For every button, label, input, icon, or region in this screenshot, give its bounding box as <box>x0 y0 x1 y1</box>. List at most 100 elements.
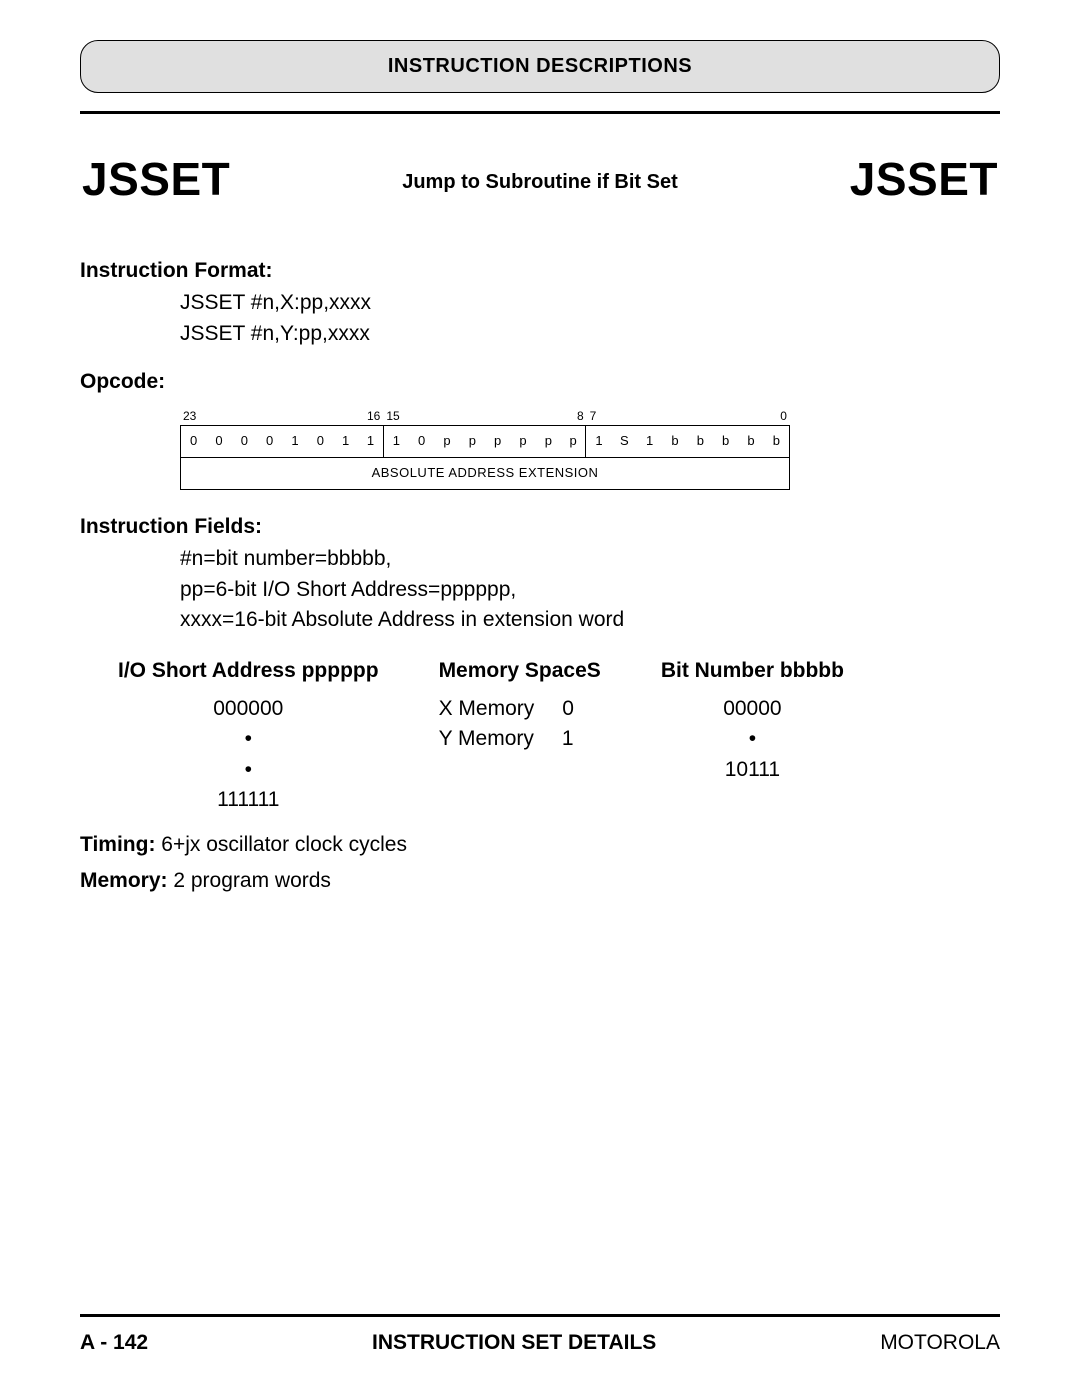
bitnum-values: 00000 • 10111 <box>661 694 844 785</box>
content: Instruction Format: JSSET #n,X:pp,xxxx J… <box>80 256 1000 897</box>
mem-row: X Memory 0 <box>439 694 601 724</box>
bit: 0 <box>181 426 206 457</box>
opcode-table: 0 0 0 0 1 0 1 1 1 0 p p p p p p 1 S 1 b <box>180 425 790 490</box>
bitpos <box>485 408 510 425</box>
bitpos <box>460 408 485 425</box>
bit: b <box>738 426 763 457</box>
instruction-subtitle: Jump to Subroutine if Bit Set <box>230 165 850 194</box>
io-value: 000000 <box>118 694 379 724</box>
fields-lines: #n=bit number=bbbbb, pp=6-bit I/O Short … <box>118 544 1000 635</box>
bitpos <box>307 408 332 425</box>
format-lines: JSSET #n,X:pp,xxxx JSSET #n,Y:pp,xxxx <box>118 288 1000 349</box>
bitpos: 15 <box>383 408 408 425</box>
bitnum-value: 10111 <box>661 755 844 785</box>
memory-text: 2 program words <box>168 869 331 892</box>
bitpos: 0 <box>765 408 790 425</box>
bit-number-col: Bit Number bbbbb 00000 • 10111 <box>661 656 844 816</box>
format-label: Instruction Format: <box>80 256 1000 286</box>
bitpos <box>739 408 764 425</box>
mnemonic-left: JSSET <box>82 152 230 206</box>
bitpos <box>205 408 230 425</box>
memory-row: Memory: 2 program words <box>80 866 1000 896</box>
tables-row: I/O Short Address pppppp 000000 • • 1111… <box>118 656 1000 816</box>
mem-val: 1 <box>562 724 574 754</box>
bit: b <box>688 426 713 457</box>
io-values: 000000 • • 111111 <box>118 694 379 816</box>
bit: 1 <box>358 426 383 457</box>
bitpos: 23 <box>180 408 205 425</box>
timing-label: Timing: <box>80 833 155 856</box>
mem-row: Y Memory 1 <box>439 724 601 754</box>
memory-label: Memory: <box>80 869 168 892</box>
io-header: I/O Short Address pppppp <box>118 656 379 686</box>
bit: 1 <box>333 426 358 457</box>
footer: A - 142 INSTRUCTION SET DETAILS MOTOROLA <box>80 1314 1000 1355</box>
bit: p <box>510 426 535 457</box>
bit: p <box>460 426 485 457</box>
field-line: #n=bit number=bbbbb, <box>180 544 1000 574</box>
header-box: INSTRUCTION DESCRIPTIONS <box>80 40 1000 93</box>
mem-val: 0 <box>562 694 574 724</box>
header-title: INSTRUCTION DESCRIPTIONS <box>388 55 692 77</box>
format-line: JSSET #n,X:pp,xxxx <box>180 288 1000 318</box>
bitpos <box>510 408 535 425</box>
footer-rule <box>80 1314 1000 1317</box>
bit: p <box>561 426 586 457</box>
bit: 0 <box>232 426 257 457</box>
bitnum-value: 00000 <box>661 694 844 724</box>
opcode-block: 23 16 15 8 7 0 0 <box>180 408 1000 490</box>
bitpos <box>612 408 637 425</box>
bit: b <box>713 426 738 457</box>
bit: 0 <box>409 426 434 457</box>
bit: 0 <box>308 426 333 457</box>
footer-right: MOTOROLA <box>880 1331 1000 1355</box>
mnemonic-right: JSSET <box>850 152 998 206</box>
bit: p <box>536 426 561 457</box>
footer-row: A - 142 INSTRUCTION SET DETAILS MOTOROLA <box>80 1331 1000 1355</box>
title-row: JSSET Jump to Subroutine if Bit Set JSSE… <box>80 152 1000 206</box>
bitpos <box>688 408 713 425</box>
bit: 0 <box>257 426 282 457</box>
memory-space-col: Memory SpaceS X Memory 0 Y Memory 1 <box>439 656 601 816</box>
bitnum-value: • <box>661 724 844 754</box>
field-line: xxxx=16-bit Absolute Address in extensio… <box>180 605 1000 635</box>
bitpos <box>663 408 688 425</box>
bit: 0 <box>206 426 231 457</box>
footer-center: INSTRUCTION SET DETAILS <box>372 1331 656 1355</box>
field-line: pp=6-bit I/O Short Address=pppppp, <box>180 575 1000 605</box>
timing-text: 6+jx oscillator clock cycles <box>155 833 407 856</box>
io-value: • <box>118 755 379 785</box>
bitpos <box>231 408 256 425</box>
bit: p <box>434 426 459 457</box>
mem-rows: X Memory 0 Y Memory 1 <box>439 694 601 755</box>
bit: 1 <box>384 426 409 457</box>
bitpos: 7 <box>587 408 612 425</box>
page-number: A - 142 <box>80 1331 148 1355</box>
opcode-label: Opcode: <box>80 367 1000 397</box>
bitpos <box>282 408 307 425</box>
bitpos <box>409 408 434 425</box>
extension-row: ABSOLUTE ADDRESS EXTENSION <box>181 458 789 489</box>
io-short-address-col: I/O Short Address pppppp 000000 • • 1111… <box>118 656 379 816</box>
bitpos <box>332 408 357 425</box>
mem-header: Memory SpaceS <box>439 656 601 686</box>
bitpos <box>714 408 739 425</box>
bit: b <box>662 426 687 457</box>
bitpos: 8 <box>561 408 586 425</box>
io-value: 111111 <box>118 785 379 815</box>
bits-row: 0 0 0 0 1 0 1 1 1 0 p p p p p p 1 S 1 b <box>181 426 789 458</box>
mem-name: X Memory <box>439 694 535 724</box>
bitpos <box>536 408 561 425</box>
mem-name: Y Memory <box>439 724 534 754</box>
io-value: • <box>118 724 379 754</box>
bitpos: 16 <box>358 408 383 425</box>
bitpos <box>256 408 281 425</box>
bit: S <box>612 426 637 457</box>
bit: p <box>485 426 510 457</box>
bitpos-row: 23 16 15 8 7 0 <box>180 408 790 425</box>
header-rule <box>80 111 1000 114</box>
format-line: JSSET #n,Y:pp,xxxx <box>180 319 1000 349</box>
timing-row: Timing: 6+jx oscillator clock cycles <box>80 830 1000 860</box>
bit: b <box>764 426 789 457</box>
bitpos <box>637 408 662 425</box>
